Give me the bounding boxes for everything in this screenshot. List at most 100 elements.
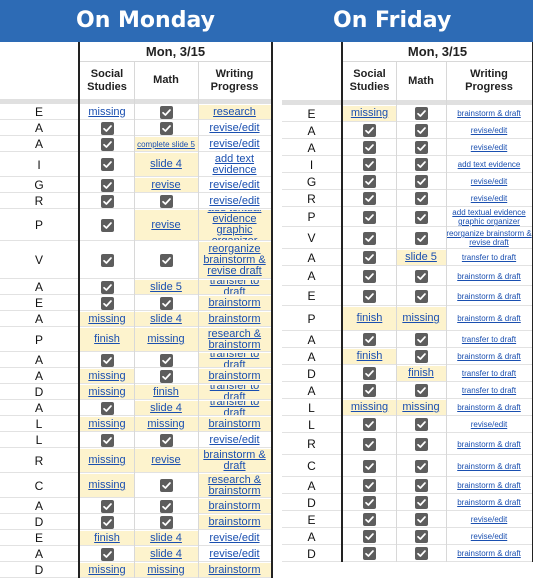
assignment-link[interactable]: missing: [88, 454, 126, 466]
assignment-link[interactable]: revise/edit: [470, 143, 508, 152]
student-initial: P: [307, 311, 316, 326]
assignment-link[interactable]: missing: [88, 479, 126, 491]
student-initial: R: [34, 453, 44, 468]
assignment-link[interactable]: transfer to draft: [461, 369, 517, 378]
assignment-link[interactable]: slide 4: [150, 158, 182, 170]
student-initial: I: [309, 157, 314, 172]
assignment-link[interactable]: brainstorm & draft: [457, 403, 521, 412]
assignment-link[interactable]: slide 4: [150, 401, 182, 414]
assignment-link[interactable]: brainstorm: [208, 563, 261, 576]
assignment-link[interactable]: research & brainstorm: [207, 328, 262, 351]
assignment-link[interactable]: slide 5: [150, 280, 182, 293]
assignment-link[interactable]: brainstorm & draft: [457, 291, 521, 301]
table-row: [282, 399, 533, 416]
table-row: [282, 545, 533, 562]
assignment-link[interactable]: revise: [151, 454, 181, 466]
assignment-link[interactable]: brainstorm: [208, 312, 261, 325]
assignment-link[interactable]: brainstorm: [208, 515, 261, 528]
table-row: [282, 286, 533, 306]
assignment-link[interactable]: brainstorm & draft: [457, 498, 521, 507]
assignment-link[interactable]: revise: [151, 218, 181, 231]
assignment-link[interactable]: revise/edit: [209, 178, 260, 191]
assignment-link[interactable]: brainstorm: [208, 417, 261, 430]
assignment-link[interactable]: revise/edit: [209, 531, 260, 544]
assignment-link[interactable]: revise/edit: [209, 121, 260, 134]
check-icon: [414, 437, 428, 451]
assignment-link[interactable]: brainstorm & draft: [457, 109, 521, 118]
assignment-link[interactable]: add text evidence: [212, 153, 257, 176]
table-row: [0, 104, 272, 120]
assignment-link[interactable]: brainstorm & draft: [457, 271, 521, 281]
assignment-link[interactable]: finish: [356, 350, 383, 362]
assignment-link[interactable]: revise/edit: [209, 194, 260, 207]
assignment-link[interactable]: transfer to draft: [461, 335, 517, 344]
assignment-link[interactable]: brainstorm: [208, 296, 261, 309]
assignment-link[interactable]: missing: [88, 369, 126, 382]
assignment-link[interactable]: missing: [88, 417, 126, 430]
check-icon: [363, 530, 376, 543]
assignment-link[interactable]: missing: [350, 401, 389, 413]
assignment-link[interactable]: transfer to draft: [461, 386, 517, 395]
assignment-link[interactable]: revise/edit: [209, 547, 260, 560]
assignment-link[interactable]: brainstorm & draft: [457, 461, 521, 471]
status-cell: revise/edit: [198, 178, 271, 192]
assignment-link[interactable]: finish: [94, 531, 120, 544]
assignment-link[interactable]: add textual evidence graphic organizer: [208, 210, 262, 240]
assignment-link[interactable]: missing: [88, 105, 126, 118]
assignment-link[interactable]: complete slide 5: [137, 139, 195, 149]
assignment-link[interactable]: revise/edit: [470, 194, 508, 203]
status-cell: brainstorm: [198, 417, 271, 431]
assignment-link[interactable]: slide 4: [150, 547, 182, 560]
assignment-link[interactable]: brainstorm: [208, 499, 261, 512]
assignment-link[interactable]: slide 5: [405, 251, 437, 263]
assignment-link[interactable]: revise/edit: [470, 515, 508, 524]
assignment-link[interactable]: slide 4: [150, 312, 182, 325]
status-cell: [343, 191, 396, 206]
assignment-link[interactable]: add text evidence: [457, 160, 521, 169]
assignment-link[interactable]: finish: [408, 367, 434, 379]
status-cell: missing: [80, 385, 134, 399]
status-cell: [343, 495, 396, 510]
student-initial: A: [307, 383, 316, 398]
assignment-link[interactable]: revise/edit: [470, 126, 508, 135]
assignment-link[interactable]: missing: [402, 401, 440, 413]
assignment-link[interactable]: add textual evidence graphic organizer: [452, 208, 526, 226]
assignment-link[interactable]: revise/edit: [209, 433, 260, 446]
assignment-link[interactable]: missing: [88, 563, 126, 576]
assignment-link[interactable]: missing: [350, 107, 389, 119]
assignment-link[interactable]: transfer to draft: [209, 280, 260, 294]
assignment-link[interactable]: missing: [147, 333, 185, 345]
assignment-link[interactable]: brainstorm: [208, 369, 261, 382]
assignment-link[interactable]: missing: [147, 417, 185, 430]
table-row: [0, 514, 272, 530]
assignment-link[interactable]: missing: [88, 385, 126, 398]
assignment-link[interactable]: brainstorm & draft: [457, 549, 521, 558]
assignment-link[interactable]: revise/edit: [470, 532, 508, 541]
assignment-link[interactable]: reorganize brainstorm & revise draft: [203, 242, 266, 277]
assignment-link[interactable]: missing: [402, 312, 440, 324]
assignment-link[interactable]: revise: [151, 178, 181, 191]
assignment-link[interactable]: finish: [153, 385, 179, 398]
assignment-link[interactable]: slide 4: [150, 531, 182, 544]
status-cell: [343, 478, 396, 493]
assignment-link[interactable]: transfer to draft: [209, 401, 260, 415]
assignment-link[interactable]: research & brainstorm: [207, 474, 262, 497]
assignment-link[interactable]: missing: [88, 312, 126, 325]
assignment-link[interactable]: brainstorm & draft: [457, 314, 521, 323]
assignment-link[interactable]: brainstorm & draft: [203, 449, 266, 472]
assignment-link[interactable]: brainstorm & draft: [457, 439, 521, 449]
assignment-link[interactable]: transfer to draft: [209, 353, 260, 367]
assignment-link[interactable]: finish: [356, 312, 383, 324]
assignment-link[interactable]: finish: [94, 333, 120, 345]
assignment-link[interactable]: brainstorm & draft: [457, 352, 521, 361]
assignment-link[interactable]: research: [213, 105, 256, 118]
assignment-link[interactable]: brainstorm & draft: [457, 481, 521, 490]
assignment-link[interactable]: revise/edit: [209, 137, 260, 150]
assignment-link[interactable]: reorganize brainstorm & revise draft: [446, 229, 532, 247]
assignment-link[interactable]: transfer to draft: [461, 253, 517, 262]
assignment-link[interactable]: revise/edit: [470, 177, 508, 186]
assignment-link[interactable]: transfer to draft: [209, 385, 260, 399]
assignment-link[interactable]: missing: [147, 563, 185, 576]
assignment-link[interactable]: revise/edit: [470, 420, 508, 429]
check-icon: [159, 121, 173, 135]
